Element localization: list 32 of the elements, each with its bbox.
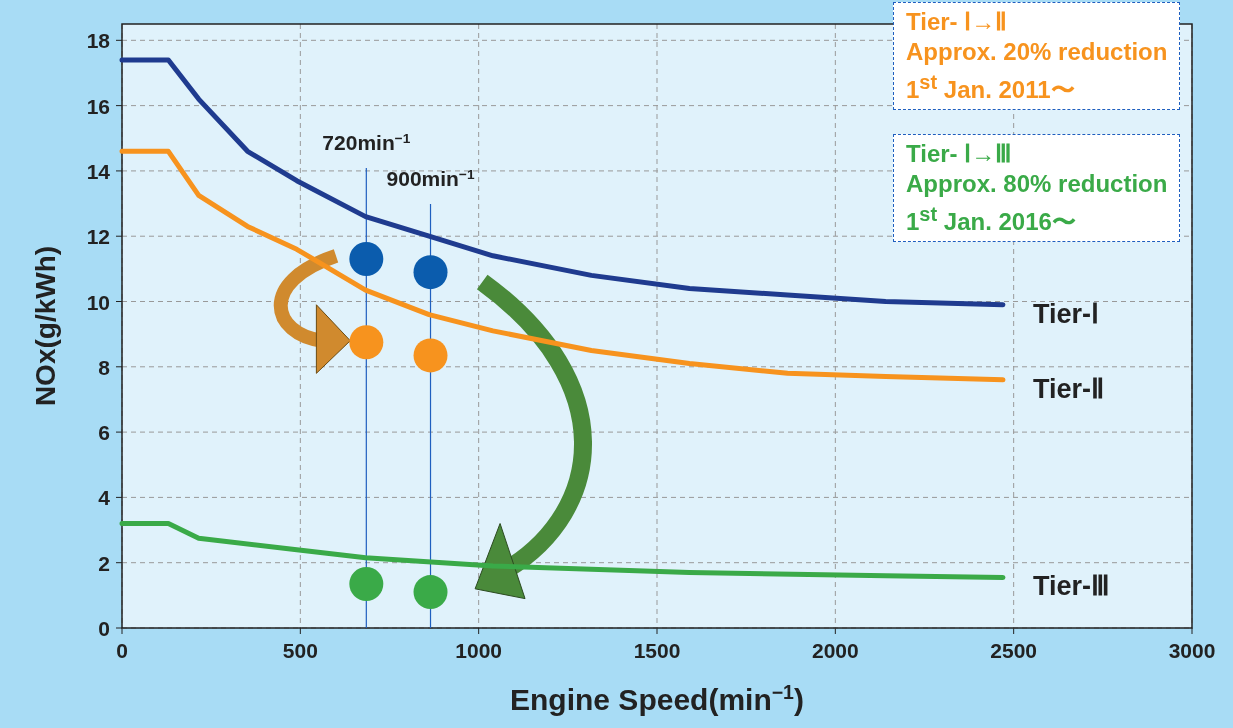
x-tick-label: 1500 — [633, 639, 681, 662]
point — [349, 566, 384, 601]
series-label: Tier-Ⅲ — [1032, 571, 1110, 602]
y-tick-label: 8 — [98, 355, 111, 379]
point — [413, 338, 448, 373]
x-tick-label: 3000 — [1168, 639, 1216, 662]
ref-line-label: 720min$^{−1}$ — [322, 130, 411, 154]
y-tick-label: 14 — [86, 159, 111, 183]
y-tick-label: 2 — [98, 551, 110, 575]
y-tick-label: 16 — [86, 94, 110, 118]
y-tick-label: 4 — [98, 486, 111, 510]
point — [413, 255, 448, 290]
x-tick-label: 2500 — [990, 639, 1038, 662]
y-tick-label: 0 — [98, 617, 110, 640]
annotation: Tier- Ⅰ→Ⅱ Approx. 20% reduction 1$^{st}$ Jan. 2011〜 — [893, 2, 1181, 110]
x-tick-label: 2000 — [811, 639, 859, 662]
point — [413, 575, 448, 610]
x-tick-label: 500 — [282, 639, 318, 662]
annotation: Tier- Ⅰ→Ⅲ Approx. 80% reduction 1$^{st}$ Jan. 2016〜 — [893, 134, 1181, 242]
y-tick-label: 6 — [98, 421, 110, 445]
point — [349, 325, 384, 360]
ref-line-label: 900min$^{−1}$ — [386, 166, 475, 190]
y-tick-label: 10 — [86, 290, 110, 314]
series-label: Tier-Ⅱ — [1032, 373, 1104, 404]
x-tick-label: 0 — [116, 639, 128, 662]
y-axis-title: NOx(g/kWh) — [30, 245, 61, 407]
x-axis-title: Engine Speed(min$^{−1}$) — [510, 681, 804, 716]
x-tick-label: 1000 — [455, 639, 503, 662]
y-tick-label: 18 — [86, 29, 111, 53]
series-label: Tier-Ⅰ — [1032, 298, 1099, 329]
y-tick-label: 12 — [86, 225, 110, 249]
point — [349, 242, 384, 277]
